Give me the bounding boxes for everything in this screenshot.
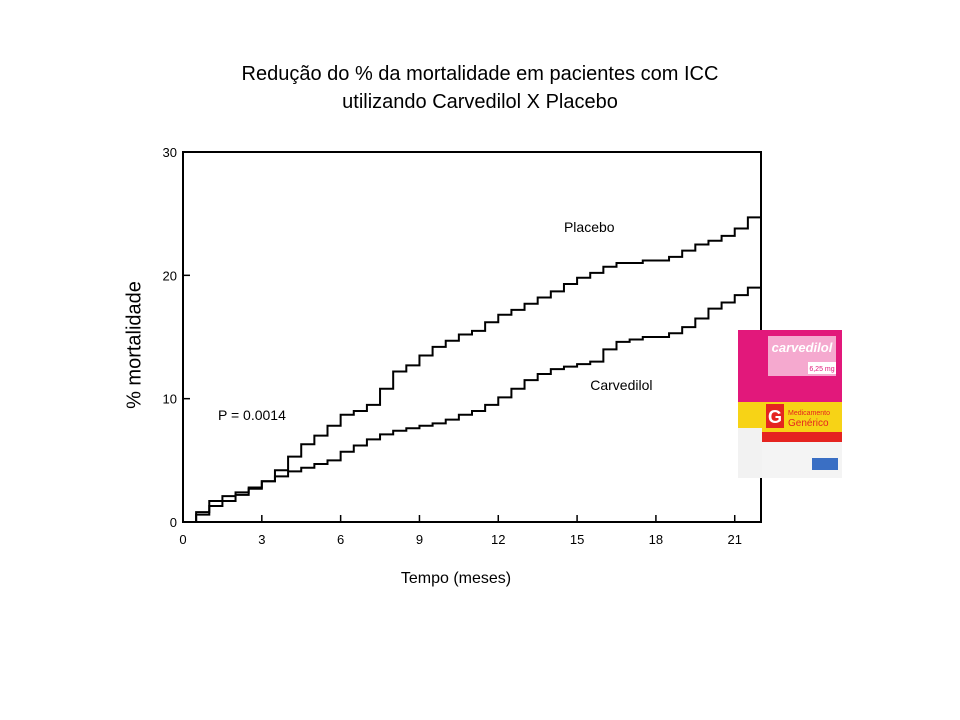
plot-frame xyxy=(182,151,762,523)
series-line-placebo xyxy=(183,216,761,523)
y-tick-label-30: 30 xyxy=(163,145,177,160)
product-box-side-yellow xyxy=(738,402,762,428)
x-tick-label-12: 12 xyxy=(491,532,505,547)
y-axis-label: % mortalidade xyxy=(123,281,146,409)
y-tick-label-0: 0 xyxy=(170,515,177,530)
product-box-line2: Genérico xyxy=(788,418,829,429)
product-box: carvedilol 6,25 mg G Medicamento Genéric… xyxy=(738,330,842,478)
x-tick-label-18: 18 xyxy=(649,532,663,547)
chart-title-line-2: utilizando Carvedilol X Placebo xyxy=(342,91,618,113)
series-line-carvedilol xyxy=(183,286,761,523)
x-axis: 0 3 6 9 12 15 18 21 xyxy=(179,515,742,547)
y-tick-label-10: 10 xyxy=(163,392,177,407)
x-tick-label-21: 21 xyxy=(727,532,741,547)
product-box-line1: Medicamento xyxy=(788,410,830,417)
product-box-dose: 6,25 mg xyxy=(809,366,834,373)
series-label-placebo: Placebo xyxy=(564,219,615,235)
product-box-brand: carvedilol xyxy=(772,340,833,355)
product-box-letter-bg xyxy=(766,404,784,428)
p-value-annotation: P = 0.0014 xyxy=(218,407,286,423)
chart-title: Redução do % da mortalidade em pacientes… xyxy=(130,60,830,116)
x-tick-label-9: 9 xyxy=(416,532,423,547)
series-label-carvedilol: Carvedilol xyxy=(590,377,652,393)
product-box-red-band xyxy=(762,432,842,442)
x-tick-label-15: 15 xyxy=(570,532,584,547)
product-box-side-white xyxy=(738,428,762,478)
product-box-letter: G xyxy=(768,407,782,427)
y-axis: 0 10 20 30 xyxy=(163,145,190,530)
series-group: Placebo Carvedilol xyxy=(183,216,761,523)
x-tick-label-6: 6 xyxy=(337,532,344,547)
y-tick-label-20: 20 xyxy=(163,268,177,283)
x-tick-label-0: 0 xyxy=(179,532,186,547)
product-box-dose-badge xyxy=(808,362,836,374)
x-axis-label: Tempo (meses) xyxy=(400,570,512,587)
product-box-logo xyxy=(812,458,838,470)
x-tick-label-3: 3 xyxy=(258,532,265,547)
chart-title-line-1: Redução do % da mortalidade em pacientes… xyxy=(241,63,719,85)
